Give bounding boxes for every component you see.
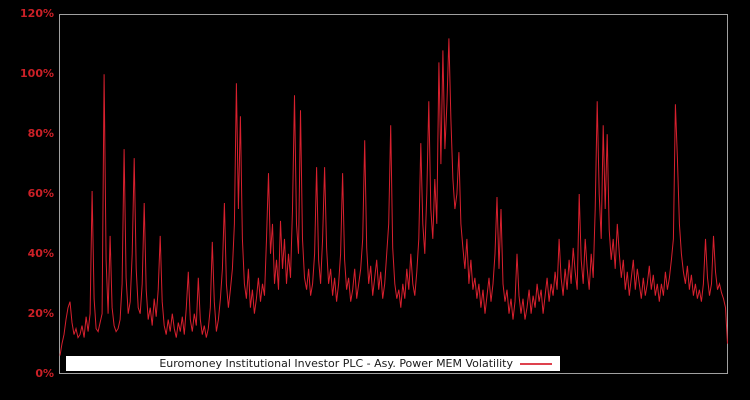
y-axis-tick-0: 0% xyxy=(35,367,54,380)
y-axis-tick-120: 120% xyxy=(20,7,54,20)
legend-line-sample xyxy=(520,362,552,365)
legend: Euromoney Institutional Investor PLC - A… xyxy=(66,356,560,371)
y-axis-tick-40: 40% xyxy=(27,247,54,260)
y-axis-tick-100: 100% xyxy=(20,67,54,80)
y-axis-tick-20: 20% xyxy=(27,307,54,320)
legend-label: Euromoney Institutional Investor PLC - A… xyxy=(159,357,513,370)
series-line xyxy=(59,38,728,356)
y-axis-tick-60: 60% xyxy=(27,187,54,200)
y-axis-tick-80: 80% xyxy=(27,127,54,140)
plot-area xyxy=(59,14,728,374)
